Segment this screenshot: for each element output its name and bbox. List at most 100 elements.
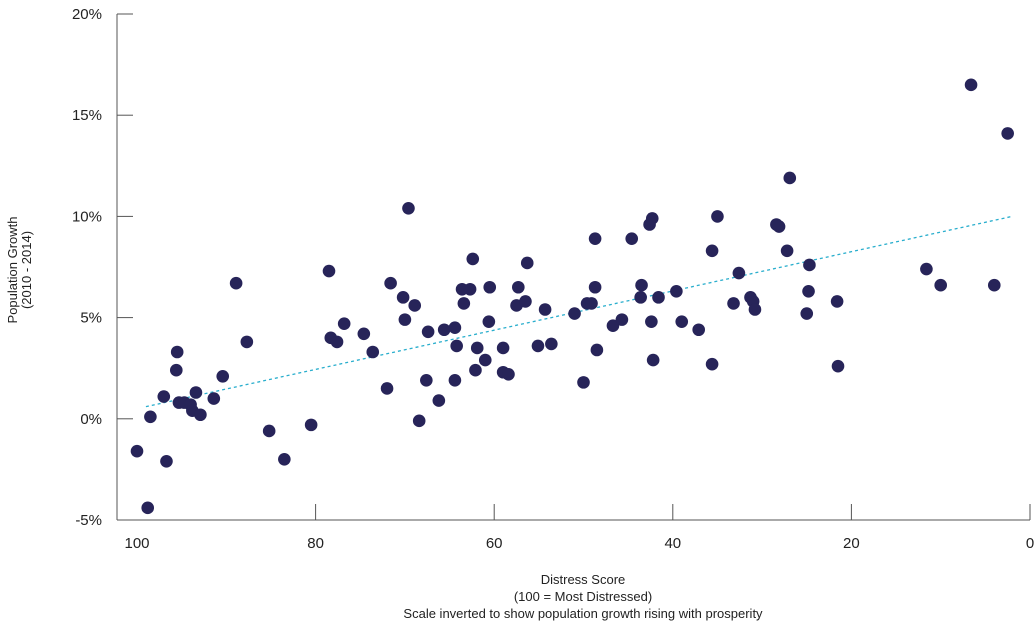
- data-point: [229, 276, 243, 290]
- data-point: [635, 278, 648, 292]
- data-point: [512, 280, 525, 294]
- data-point: [160, 455, 173, 468]
- y-axis-title-line-2: (2010 - 2014): [19, 231, 34, 309]
- data-point: [496, 341, 510, 355]
- data-point: [141, 501, 155, 515]
- data-point: [652, 291, 665, 304]
- data-point: [396, 291, 410, 304]
- y-axis-title: Population Growth (2010 - 2014): [5, 217, 34, 324]
- data-point: [772, 220, 786, 233]
- x-tick-label: 40: [664, 535, 681, 552]
- data-point: [585, 297, 598, 310]
- points-layer: [130, 78, 1014, 515]
- data-point: [189, 386, 203, 399]
- data-point: [830, 295, 844, 308]
- x-axis-title-line-1: Distress Score: [541, 572, 626, 587]
- x-tick-label: 80: [307, 535, 324, 552]
- data-point: [711, 210, 724, 223]
- data-point: [170, 345, 184, 359]
- data-point: [732, 266, 746, 280]
- data-point: [466, 252, 480, 266]
- data-point: [380, 382, 394, 395]
- data-point: [463, 282, 477, 296]
- x-tick-label: 60: [486, 535, 503, 552]
- data-point: [402, 202, 415, 215]
- data-point: [920, 262, 933, 276]
- data-point: [705, 357, 719, 371]
- data-point: [450, 339, 463, 353]
- data-point: [337, 317, 351, 330]
- y-tick-label: 0%: [80, 411, 102, 428]
- data-point: [588, 280, 602, 294]
- data-point: [615, 313, 629, 326]
- data-point: [169, 363, 183, 377]
- y-axis: -5% 0% 5% 10% 15% 20%: [72, 6, 133, 529]
- data-point: [366, 345, 380, 359]
- data-point: [483, 280, 497, 294]
- x-axis-title-line-3: Scale inverted to show population growth…: [403, 606, 763, 621]
- data-point: [727, 297, 740, 310]
- data-point: [502, 367, 515, 381]
- data-point: [634, 291, 647, 304]
- data-point: [421, 325, 435, 339]
- data-point: [207, 392, 221, 405]
- data-point: [645, 315, 658, 328]
- data-point: [216, 369, 230, 383]
- data-point: [130, 444, 144, 458]
- data-point: [625, 232, 639, 245]
- trendline: [145, 215, 1013, 408]
- data-point: [800, 307, 814, 320]
- data-point: [478, 353, 492, 367]
- data-point: [482, 315, 496, 328]
- x-axis-title-line-2: (100 = Most Distressed): [514, 589, 652, 604]
- data-point: [831, 359, 845, 373]
- data-point: [783, 171, 797, 185]
- data-point: [538, 303, 552, 316]
- data-point: [157, 390, 171, 403]
- y-tick-label: 15%: [72, 107, 102, 124]
- data-point: [330, 335, 344, 349]
- data-point: [357, 327, 371, 341]
- data-point: [278, 452, 291, 466]
- data-point: [545, 337, 558, 351]
- trendline-layer: [145, 215, 1013, 408]
- data-point: [531, 339, 545, 353]
- data-point: [780, 244, 794, 258]
- data-point: [448, 321, 462, 335]
- y-tick-label: 20%: [72, 6, 102, 23]
- data-point: [519, 295, 532, 308]
- data-point: [964, 78, 978, 92]
- data-point: [692, 323, 705, 337]
- data-point: [577, 376, 590, 389]
- data-point: [384, 276, 397, 290]
- data-point: [606, 319, 620, 332]
- data-point: [448, 374, 462, 387]
- data-point: [987, 278, 1001, 292]
- data-point: [802, 284, 815, 298]
- data-point: [1001, 127, 1014, 140]
- data-point: [675, 315, 689, 328]
- data-point: [194, 408, 207, 422]
- data-point: [568, 307, 581, 320]
- data-point: [398, 313, 412, 326]
- data-point: [304, 418, 318, 432]
- data-point: [588, 232, 602, 245]
- y-tick-label: 10%: [72, 208, 102, 225]
- data-point: [670, 284, 683, 298]
- data-point: [590, 343, 604, 357]
- data-point: [520, 256, 534, 270]
- data-point: [144, 410, 157, 424]
- data-point: [457, 297, 471, 310]
- data-point: [646, 353, 660, 367]
- data-point: [262, 424, 276, 438]
- data-point: [412, 414, 426, 428]
- data-point: [705, 244, 719, 258]
- x-tick-label: 100: [124, 535, 149, 552]
- data-point: [469, 363, 482, 377]
- data-point: [322, 264, 336, 278]
- data-point: [408, 299, 422, 312]
- data-point: [240, 335, 254, 349]
- x-tick-label: 0: [1026, 535, 1034, 552]
- data-point: [748, 303, 762, 316]
